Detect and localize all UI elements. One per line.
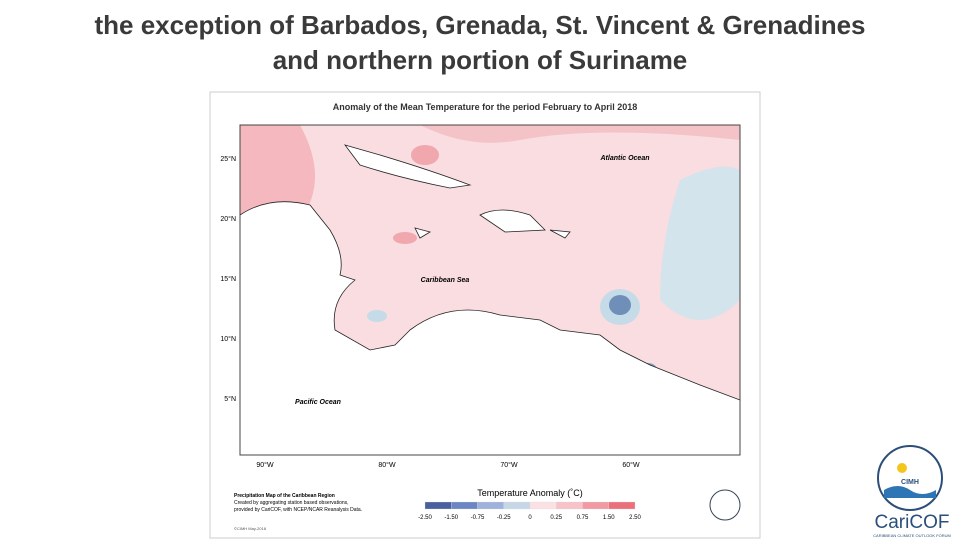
legend-tick-label: 0.25	[550, 515, 562, 521]
lon-label: 60°W	[622, 461, 640, 469]
lat-label: 10°N	[220, 335, 236, 343]
legend-swatch	[503, 501, 531, 510]
legend-swatch	[451, 501, 478, 510]
legend-swatch	[477, 501, 504, 510]
legend-swatch	[529, 501, 557, 510]
map-frame	[239, 124, 741, 456]
coastlines	[239, 144, 741, 456]
map-title: Anomaly of the Mean Temperature for the …	[333, 102, 638, 112]
lon-label: 90°W	[256, 461, 274, 469]
map-body	[239, 124, 741, 456]
anomaly-zone	[411, 145, 439, 165]
legend-swatch	[424, 501, 452, 510]
map-note: Created by aggregating station based obs…	[234, 500, 349, 506]
slide-title-line: and northern portion of Suriname	[272, 45, 688, 75]
ocean-label: Caribbean Sea	[421, 277, 470, 284]
ocean-label: Pacific Ocean	[295, 399, 341, 406]
legend-tick-label: -2.50	[418, 515, 432, 521]
legend-tick-label: -0.75	[471, 515, 485, 521]
legend-tick-label: -1.50	[444, 515, 458, 521]
lon-axis: 90°W 80°W 70°W 60°W	[256, 461, 640, 469]
lon-label: 70°W	[500, 461, 518, 469]
legend-tick-label: 2.50	[629, 515, 641, 521]
lat-label: 15°N	[220, 275, 236, 283]
logo-name: CariCOF	[875, 512, 950, 533]
legend: -2.50 -1.50 -0.75 -0.25 0 0.25 0.75 1.50 2.50	[418, 501, 641, 521]
ocean-label: Atlantic Ocean	[599, 155, 649, 162]
legend-swatch	[556, 501, 583, 510]
map-note: Precipitation Map of the Caribbean Regio…	[234, 493, 335, 499]
map-note: provided by CariCOF, with NCEP/NCAR Rean…	[234, 507, 362, 513]
anomaly-zone	[609, 295, 631, 315]
sun-icon	[897, 463, 907, 473]
legend-tick-label: 0.75	[577, 515, 589, 521]
logo-cimh: CIMH	[901, 479, 919, 486]
lat-label: 25°N	[220, 155, 236, 163]
legend-title: Temperature Anomaly (˚C)	[477, 488, 583, 498]
anomaly-zone	[393, 232, 417, 244]
legend-tick-label: 1.50	[603, 515, 615, 521]
logo-tagline: CARIBBEAN CLIMATE OUTLOOK FORUM	[873, 533, 951, 538]
legend-tick-label: -0.25	[497, 515, 511, 521]
caricof-emblem	[877, 445, 943, 511]
lat-label: 5°N	[224, 395, 236, 403]
cimh-logo	[709, 489, 741, 521]
legend-tick-label: 0	[528, 515, 532, 521]
anomaly-zone	[660, 166, 740, 320]
anomaly-zone	[240, 125, 740, 143]
lat-label: 20°N	[220, 215, 236, 223]
lat-axis: 25°N 20°N 15°N 10°N 5°N	[220, 155, 236, 403]
anomaly-zone	[367, 310, 387, 322]
wave-icon	[884, 486, 936, 498]
slide-title-line: the exception of Barbados, Grenada, St. …	[94, 10, 866, 40]
legend-swatch	[582, 501, 609, 510]
legend-swatch	[608, 501, 636, 510]
map-footer: ©CIMH May-2018	[234, 526, 267, 531]
lon-label: 80°W	[378, 461, 396, 469]
